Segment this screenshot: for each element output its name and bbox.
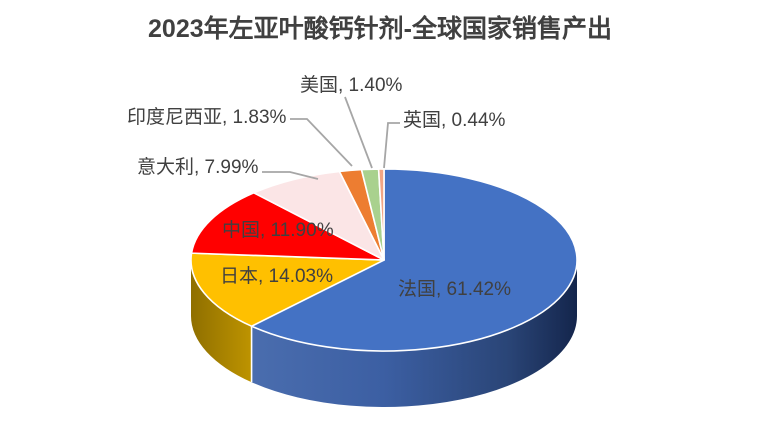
leader-line-usa bbox=[344, 96, 373, 169]
pie-slice-japan bbox=[190, 252, 385, 327]
pie-slice-china bbox=[190, 192, 385, 261]
slice-label-indonesia: 印度尼西亚, 1.83% bbox=[127, 107, 287, 128]
pie-slice-uk bbox=[377, 168, 385, 261]
chart-title: 2023年左亚叶酸钙针剂-全球国家销售产出 bbox=[148, 15, 612, 43]
slice-label-italy: 意大利, 7.99% bbox=[137, 157, 259, 178]
leader-line-indonesia bbox=[290, 118, 353, 167]
slice-label-uk: 英国, 0.44% bbox=[403, 110, 506, 131]
slice-label-france: 法国, 61.42% bbox=[398, 279, 511, 300]
pie-slice-france bbox=[250, 168, 578, 352]
leader-line-italy bbox=[262, 171, 319, 180]
slice-label-japan: 日本, 14.03% bbox=[220, 266, 333, 287]
pie-slice-italy bbox=[253, 170, 385, 261]
pie-side-japan bbox=[191, 260, 252, 383]
slice-label-china: 中国, 11.90% bbox=[222, 220, 334, 241]
slice-label-usa: 美国, 1.40% bbox=[300, 75, 403, 96]
pie-side-france bbox=[251, 260, 577, 407]
leader-line-uk bbox=[383, 122, 400, 169]
